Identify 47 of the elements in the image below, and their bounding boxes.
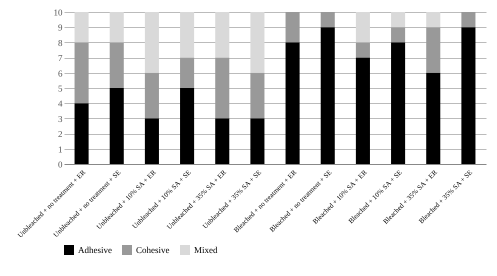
- bar: [461, 12, 476, 28]
- bar: [250, 118, 264, 164]
- bar: [426, 27, 440, 73]
- bar: [391, 27, 406, 42]
- bar: [286, 42, 300, 164]
- bar: [110, 42, 124, 88]
- legend-label: Mixed: [194, 245, 218, 255]
- y-tick-label: 2: [58, 129, 62, 140]
- y-tick-label: 9: [58, 22, 63, 33]
- y-tick-label: 3: [58, 114, 63, 124]
- y-tick-label: 5: [58, 84, 63, 94]
- bar: [144, 118, 159, 164]
- bar: [110, 88, 124, 164]
- bar: [215, 118, 230, 164]
- y-tick-label: 10: [54, 8, 63, 18]
- bar: [74, 12, 89, 42]
- y-tick-label: 4: [58, 98, 63, 109]
- bar: [250, 12, 264, 73]
- bar: [286, 12, 300, 42]
- y-tick-label: 1: [58, 144, 62, 154]
- bar: [74, 103, 89, 164]
- bar: [250, 72, 264, 118]
- bar: [144, 12, 159, 73]
- bar: [180, 88, 194, 164]
- bar: [215, 58, 230, 118]
- y-tick-label: 6: [58, 68, 63, 78]
- bar: [461, 27, 476, 164]
- bar: [180, 12, 194, 58]
- y-tick-label: 8: [58, 38, 63, 48]
- bar: [356, 12, 370, 42]
- bar: [180, 58, 194, 88]
- y-tick-label: 0: [58, 160, 63, 170]
- bar: [391, 42, 406, 164]
- bar: [144, 72, 159, 118]
- bar: [426, 72, 440, 164]
- bar: [320, 12, 335, 28]
- y-tick-label: 7: [58, 53, 63, 64]
- bar: [426, 12, 440, 28]
- bar: [356, 58, 370, 164]
- bar: [391, 12, 406, 28]
- bar: [356, 42, 370, 58]
- legend-label: Adhesive: [78, 245, 112, 255]
- bar: [110, 12, 124, 42]
- bar: [74, 42, 89, 104]
- bar: [320, 27, 335, 164]
- bar: [215, 12, 230, 58]
- legend-label: Cohesive: [136, 245, 170, 255]
